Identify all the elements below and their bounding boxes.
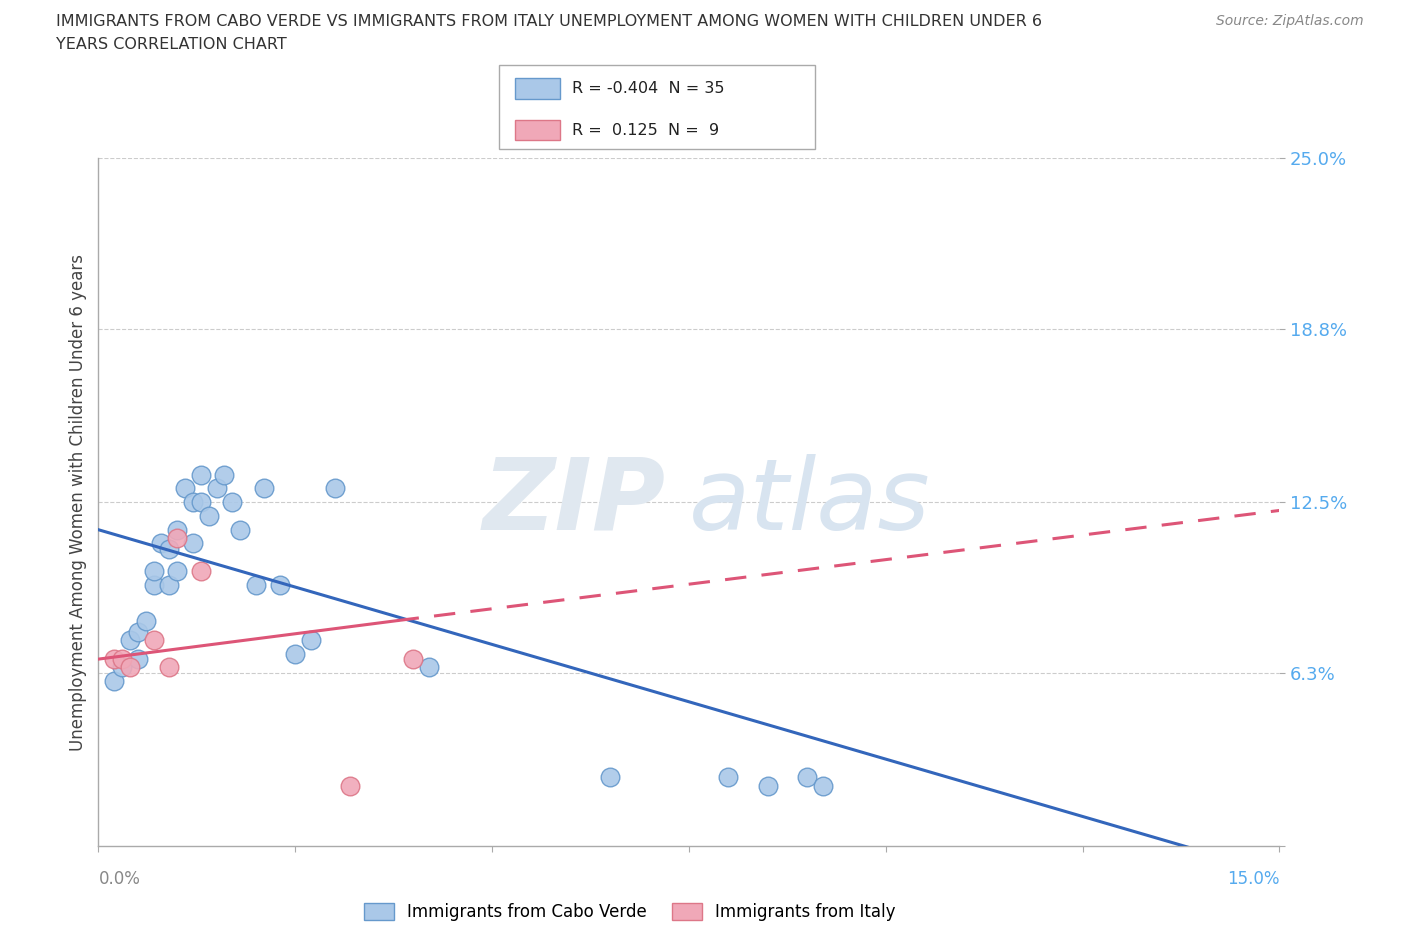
Point: [111, 660, 134, 675]
Point: [339, 778, 361, 793]
Point: [190, 564, 212, 578]
Text: atlas: atlas: [689, 454, 931, 551]
Point: [197, 509, 219, 524]
Text: ZIP: ZIP: [482, 454, 665, 551]
Point: [717, 770, 740, 785]
Text: R =  0.125  N =  9: R = 0.125 N = 9: [572, 123, 720, 138]
Point: [166, 523, 188, 538]
Text: 0.0%: 0.0%: [98, 870, 141, 887]
Point: [599, 770, 621, 785]
Y-axis label: Unemployment Among Women with Children Under 6 years: Unemployment Among Women with Children U…: [69, 254, 87, 751]
Point: [402, 652, 425, 667]
Point: [796, 770, 818, 785]
Point: [111, 652, 134, 667]
Point: [150, 536, 173, 551]
Point: [127, 652, 149, 667]
Point: [166, 564, 188, 578]
Point: [174, 481, 197, 496]
Point: [142, 564, 165, 578]
Text: Source: ZipAtlas.com: Source: ZipAtlas.com: [1216, 14, 1364, 28]
Point: [418, 660, 440, 675]
Point: [253, 481, 276, 496]
Point: [118, 660, 141, 675]
Point: [190, 495, 212, 510]
Point: [229, 523, 252, 538]
Text: R = -0.404  N = 35: R = -0.404 N = 35: [572, 81, 724, 96]
Legend: Immigrants from Cabo Verde, Immigrants from Italy: Immigrants from Cabo Verde, Immigrants f…: [357, 896, 903, 927]
Point: [127, 624, 149, 639]
Text: 15.0%: 15.0%: [1227, 870, 1279, 887]
Point: [205, 481, 228, 496]
Point: [181, 536, 204, 551]
Point: [103, 673, 125, 688]
Point: [811, 778, 834, 793]
Point: [269, 578, 291, 592]
Point: [135, 613, 157, 628]
Point: [166, 530, 188, 545]
Point: [323, 481, 346, 496]
Point: [157, 660, 180, 675]
Point: [221, 495, 243, 510]
Text: IMMIGRANTS FROM CABO VERDE VS IMMIGRANTS FROM ITALY UNEMPLOYMENT AMONG WOMEN WIT: IMMIGRANTS FROM CABO VERDE VS IMMIGRANTS…: [56, 14, 1042, 29]
Point: [142, 632, 165, 647]
Point: [284, 646, 307, 661]
Point: [190, 467, 212, 482]
Point: [756, 778, 779, 793]
Point: [214, 467, 236, 482]
Point: [181, 495, 204, 510]
Point: [103, 652, 125, 667]
Point: [245, 578, 267, 592]
Point: [157, 541, 180, 556]
Point: [142, 578, 165, 592]
Point: [118, 632, 141, 647]
Text: YEARS CORRELATION CHART: YEARS CORRELATION CHART: [56, 37, 287, 52]
Point: [299, 632, 322, 647]
Point: [157, 578, 180, 592]
